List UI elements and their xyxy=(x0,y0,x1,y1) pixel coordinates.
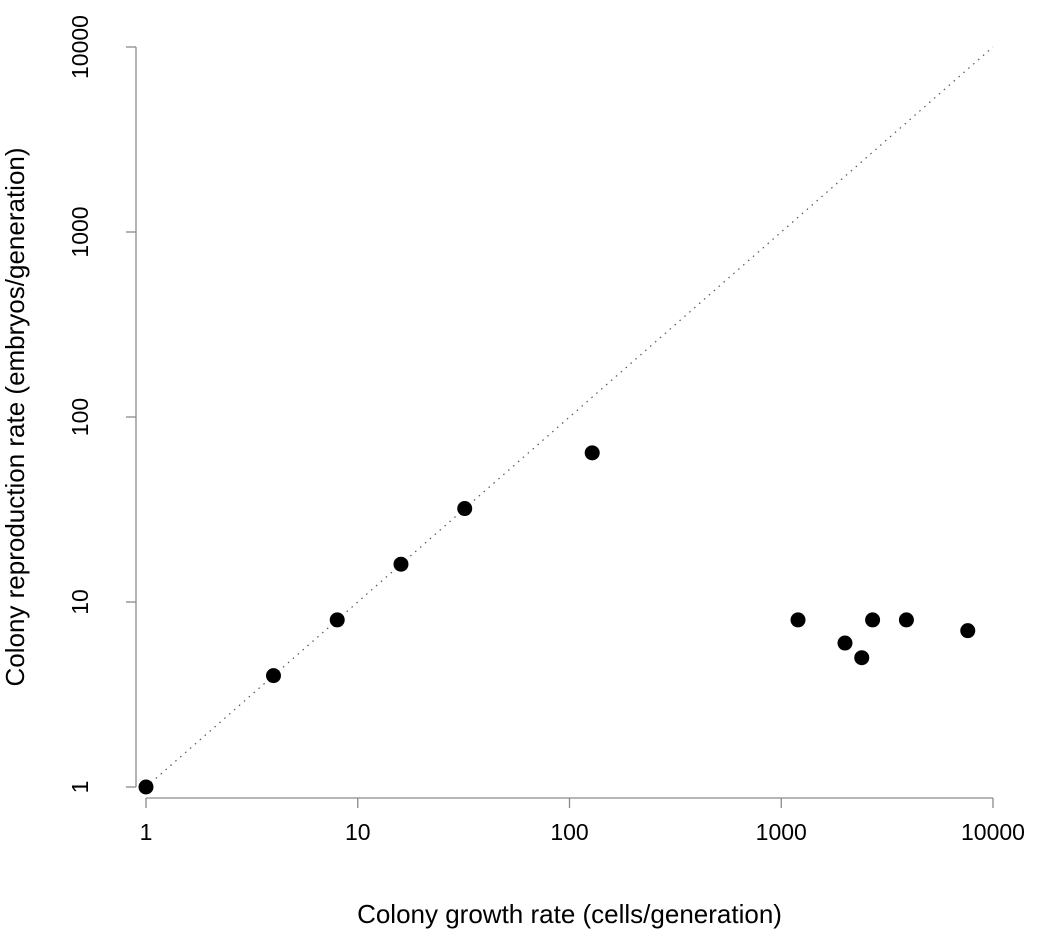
x-tick-label: 1000 xyxy=(756,819,807,845)
y-tick-label: 100 xyxy=(67,398,93,436)
data-point xyxy=(854,650,870,666)
data-point xyxy=(960,623,976,639)
y-tick-label: 10000 xyxy=(67,15,93,79)
data-point xyxy=(898,612,914,628)
data-point xyxy=(138,779,154,795)
x-ticks: 1 10 100 1000 10000 xyxy=(140,798,1025,845)
data-point xyxy=(457,501,473,517)
data-point xyxy=(790,612,806,628)
data-point xyxy=(393,556,409,572)
data-point xyxy=(265,668,281,684)
x-tick-label: 10 xyxy=(345,819,371,845)
x-tick-label: 10000 xyxy=(961,819,1025,845)
data-point xyxy=(865,612,881,628)
x-tick-label: 100 xyxy=(550,819,588,845)
reference-line xyxy=(145,46,994,788)
y-tick-label: 1000 xyxy=(67,206,93,257)
data-point xyxy=(837,635,853,651)
data-point xyxy=(329,612,345,628)
y-axis-label: Colony reproduction rate (embryos/genera… xyxy=(0,147,30,686)
y-tick-label: 1 xyxy=(67,781,93,794)
x-axis-label: Colony growth rate (cells/generation) xyxy=(357,899,782,929)
x-tick-label: 1 xyxy=(140,819,153,845)
data-point xyxy=(584,445,600,461)
y-tick-label: 10 xyxy=(67,589,93,615)
data-points xyxy=(138,445,976,795)
y-ticks: 1 10 100 1000 10000 xyxy=(67,15,136,793)
